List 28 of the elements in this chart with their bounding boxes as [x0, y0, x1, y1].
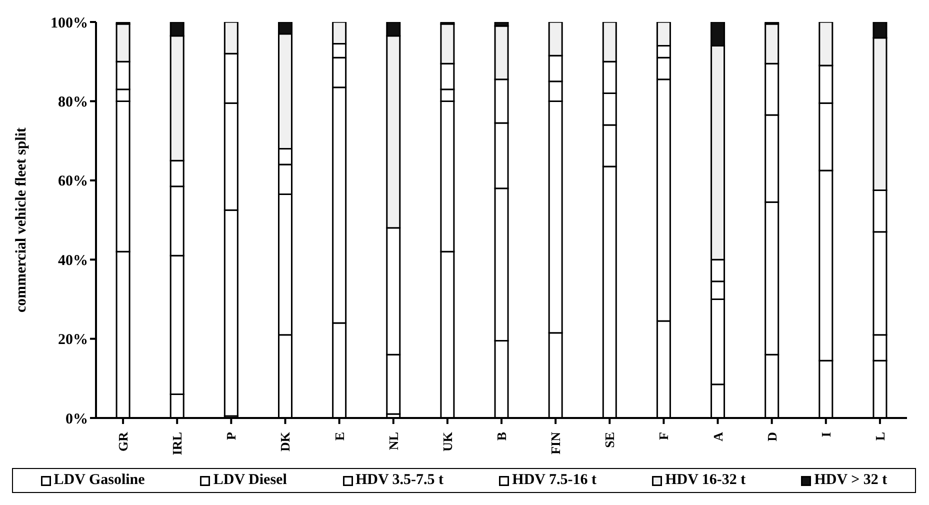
x-tick-label: SE: [602, 432, 618, 448]
y-tick-label: 40%: [58, 252, 88, 269]
y-tick-label: 100%: [50, 15, 88, 32]
x-tick-label: FIN: [548, 431, 564, 454]
x-tick-label: A: [710, 431, 726, 442]
x-tick-label: F: [656, 432, 672, 440]
legend-label: HDV 3.5-7.5 t: [356, 472, 444, 489]
x-tick-label: I: [818, 432, 834, 438]
y-tick-label: 0%: [66, 411, 88, 428]
y-tick-label: 60%: [58, 174, 88, 190]
x-tick-label: GR: [116, 431, 131, 452]
x-tick-label: DK: [278, 431, 293, 452]
x-tick-label: E: [332, 432, 347, 441]
legend-label: LDV Gasoline: [54, 472, 145, 489]
legend-label: HDV 16-32 t: [665, 472, 746, 489]
x-tick-label: L: [872, 432, 888, 441]
y-tick-label: 20%: [58, 332, 88, 348]
y-axis-title: commercial vehicle fleet split: [13, 127, 30, 313]
x-tick-label: IRL: [170, 432, 185, 456]
x-tick-label: B: [494, 432, 509, 441]
x-tick-label: D: [764, 432, 780, 442]
x-tick-label: UK: [440, 431, 455, 452]
y-tick-label: 80%: [58, 94, 88, 111]
x-tick-label: P: [224, 432, 239, 440]
legend-label: LDV Diesel: [213, 472, 287, 489]
x-tick-label: NL: [386, 432, 401, 450]
legend-label: HDV > 32 t: [814, 472, 888, 489]
legend-label: HDV 7.5-16 t: [512, 472, 596, 489]
